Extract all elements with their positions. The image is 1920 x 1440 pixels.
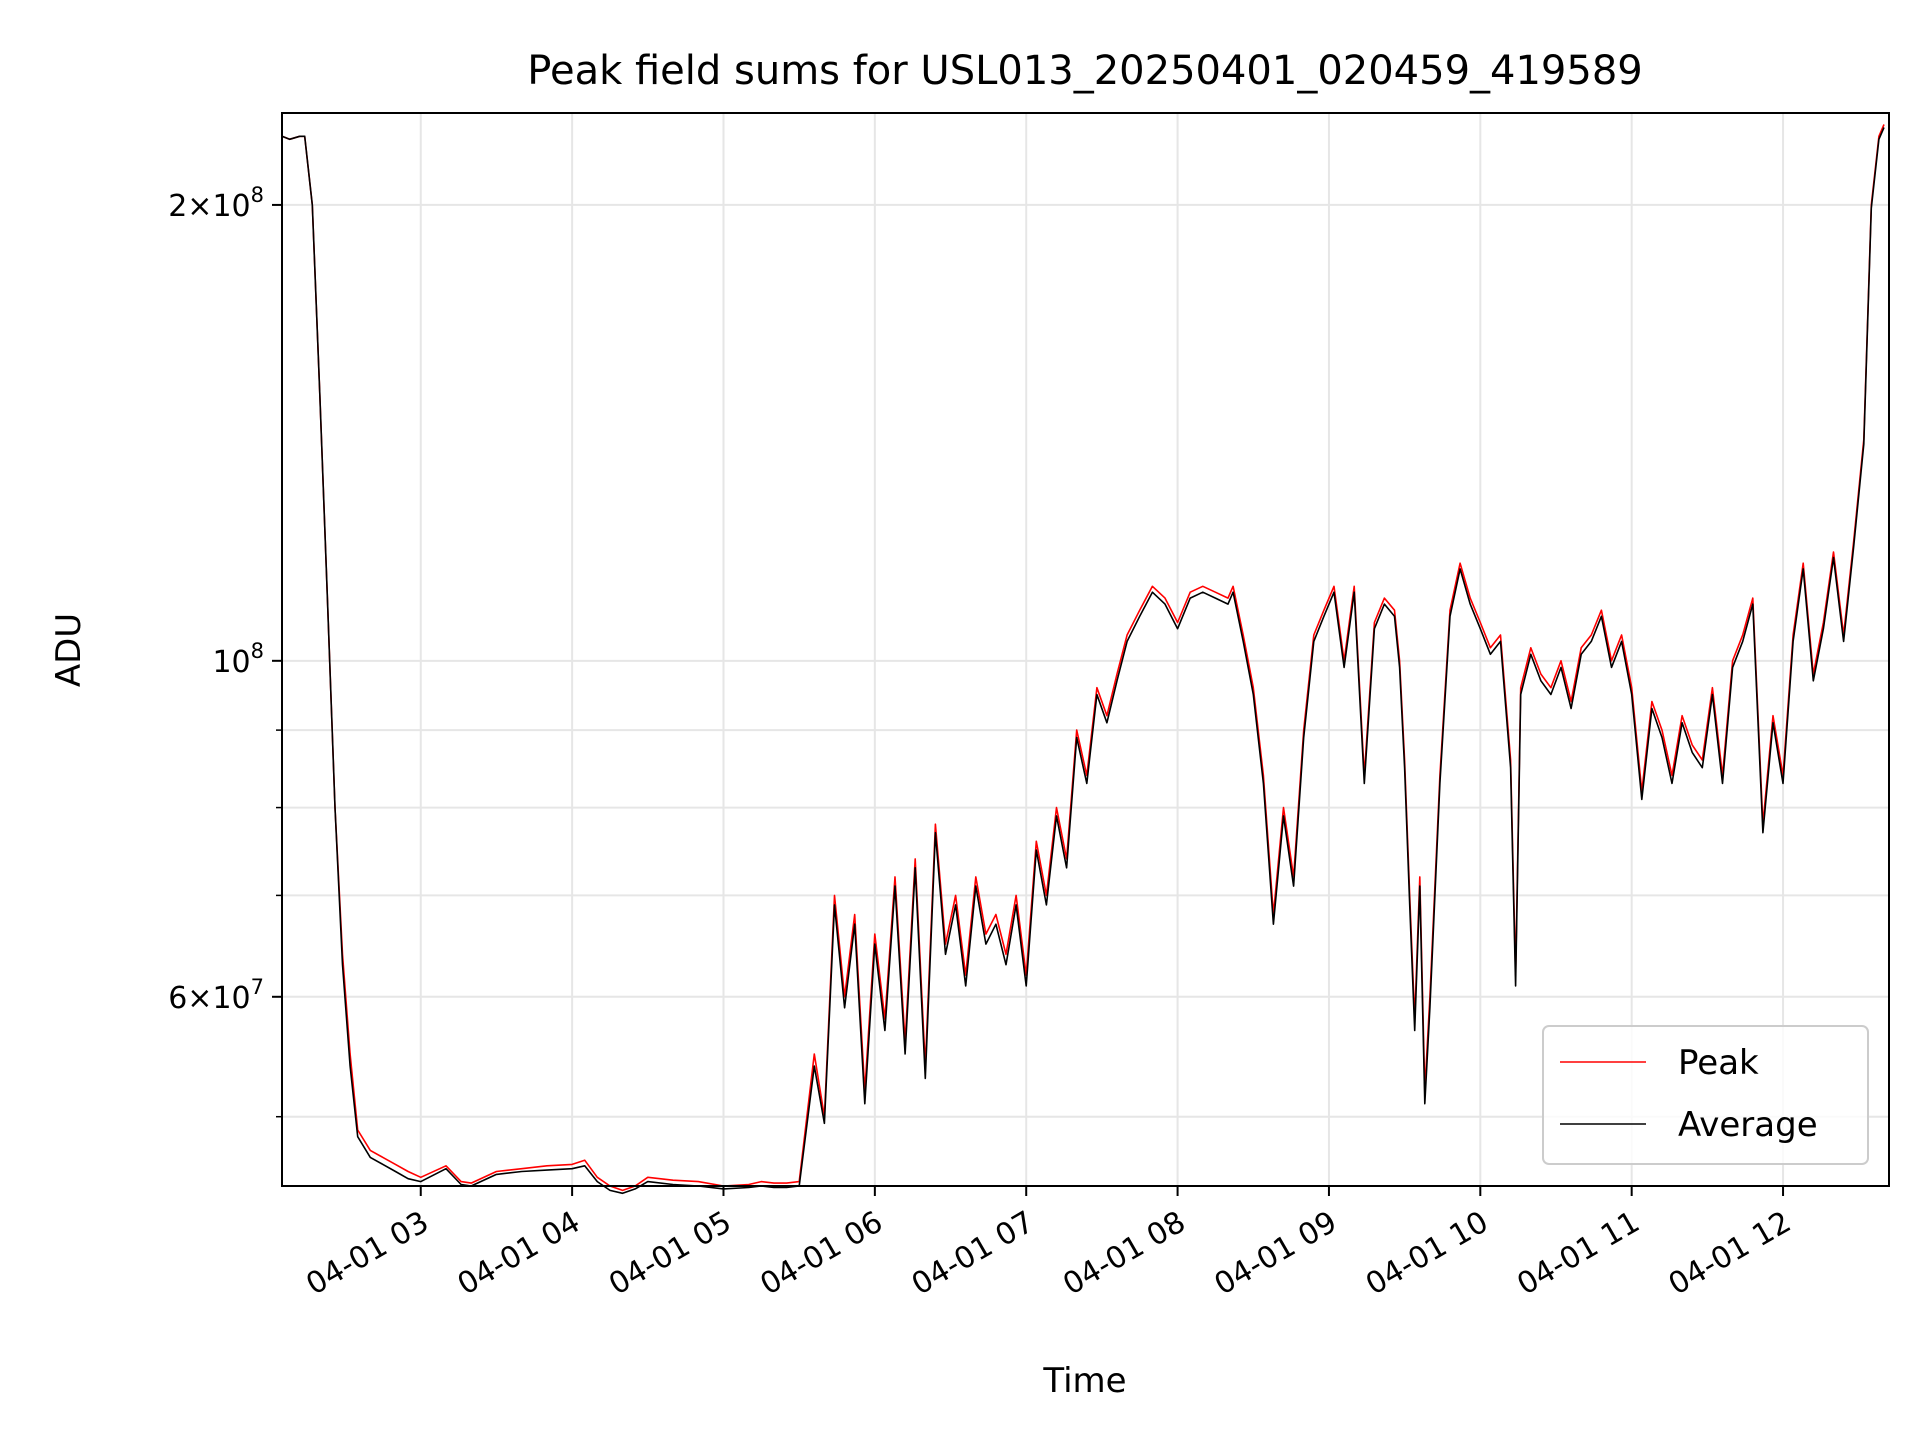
y-tick-label: 2×108 (168, 183, 264, 224)
y-tick-label: 6×107 (168, 975, 264, 1016)
legend-peak-label: Peak (1678, 1043, 1759, 1083)
legend-box (1542, 1025, 1869, 1165)
y-axis-label: ADU (49, 613, 89, 687)
x-axis-label: Time (1042, 1361, 1126, 1401)
y-axis-ticks: 6×107 108 2×108 (168, 183, 282, 1118)
legend-average-label: Average (1678, 1105, 1818, 1145)
y-tick-label: 108 (212, 639, 264, 680)
plot-area-frame (281, 112, 1890, 1187)
legend: Peak Average (1542, 1025, 1869, 1165)
chart-title: Peak field sums for USL013_20250401_0204… (527, 48, 1642, 94)
series-line-peak (281, 124, 1885, 1192)
